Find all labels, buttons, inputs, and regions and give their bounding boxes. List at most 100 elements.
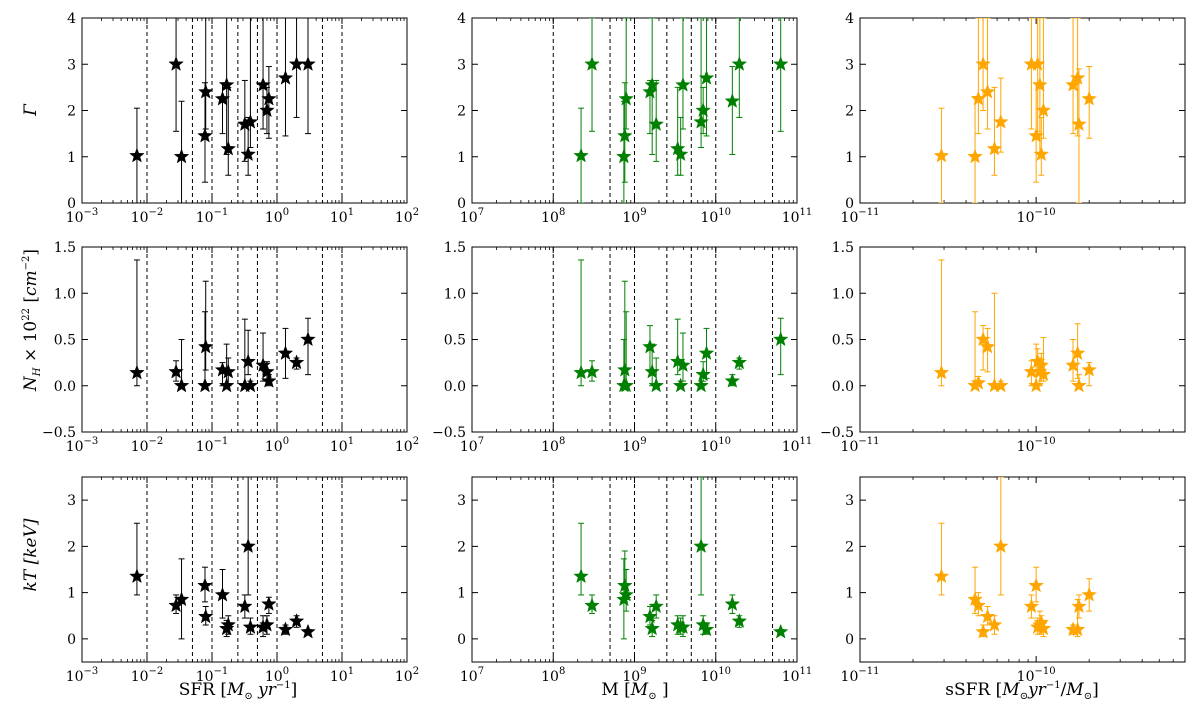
y-tick-label: 1 (845, 586, 854, 602)
y-tick-label: 1 (457, 150, 466, 166)
y-tick-label: 4 (67, 11, 76, 27)
star-marker (975, 623, 991, 639)
x-tick-label: 109 (622, 666, 646, 685)
star-marker (277, 69, 294, 85)
panel-frame (859, 476, 1186, 663)
ylabel-kt: kT [keV] (21, 518, 41, 591)
star-marker (675, 619, 691, 634)
x-tick-label: 1011 (782, 207, 813, 226)
x-tick-label: 10−10 (1017, 666, 1056, 685)
star-marker (979, 83, 996, 99)
points (933, 259, 1097, 393)
x-tick-label: 10−2 (131, 666, 164, 685)
panel-nh-sfr: 10−3 10−2 10−1 100 101 102 −0.5 0.0 0.5 1.0 1.5 (42, 240, 419, 455)
star-marker (1071, 377, 1087, 393)
star-marker (618, 586, 634, 602)
panel-gamma-sfr: 10−3 10−2 10−1 100 101 102 0 1 2 3 4 (66, 11, 419, 226)
y-tick-label: 0 (67, 632, 76, 648)
y-tick-label: 0.0 (832, 379, 854, 395)
star-marker (986, 616, 1003, 632)
star-marker (300, 331, 316, 347)
star-marker (731, 354, 748, 370)
star-marker (129, 364, 145, 380)
star-marker (970, 597, 987, 613)
star-marker (644, 620, 660, 636)
star-marker (1023, 598, 1040, 614)
x-tick-label: 10−10 (1017, 436, 1056, 455)
y-tick-label: 1.5 (444, 240, 466, 256)
star-marker (1028, 577, 1044, 593)
panel-frame (859, 246, 1186, 433)
star-marker (616, 148, 632, 164)
y-tick-label: 0.0 (444, 379, 466, 395)
star-marker (573, 147, 589, 163)
star-marker (1033, 146, 1050, 162)
y-tick-label: 2 (67, 539, 76, 555)
star-marker (772, 56, 789, 71)
star-marker (1032, 76, 1048, 92)
y-tick-label: 1.0 (54, 286, 76, 302)
xlabel-ssfr: sSFR [M⊙yr−1/M⊙] (945, 680, 1099, 702)
panel-kt-sfr: 10−3 10−2 10−1 100 101 102 0 1 2 3 (66, 476, 419, 685)
y-tick-label: 2 (457, 539, 466, 555)
star-marker (1035, 102, 1052, 118)
star-marker (979, 338, 996, 354)
x-tick-label: 1011 (782, 666, 813, 685)
star-marker (648, 116, 665, 132)
star-marker (731, 56, 748, 71)
star-marker (197, 127, 213, 143)
points (933, 18, 1097, 203)
star-marker (173, 377, 190, 393)
y-tick-label: 0 (845, 196, 854, 212)
y-tick-label: 0 (845, 632, 854, 648)
star-marker (698, 69, 715, 85)
panel-kt-mass: 107 108 109 1010 1011 0 1 2 3 (457, 476, 813, 685)
y-tick-label: 4 (845, 11, 854, 27)
star-marker (724, 595, 741, 611)
x-tick-label: 100 (265, 666, 289, 685)
x-tick-label: 1010 (700, 436, 731, 455)
y-tick-label: 1.5 (832, 240, 854, 256)
star-marker (698, 621, 715, 637)
x-tick-label: 101 (330, 207, 354, 226)
star-marker (168, 56, 184, 71)
panel-nh-ssfr: 10−11 10−10 −0.5 0.0 0.5 1.0 1.5 (820, 240, 1186, 455)
star-marker (648, 377, 665, 393)
panel-kt-ssfr: 10−11 10−10 0 1 2 3 (841, 476, 1186, 685)
star-marker (1069, 345, 1086, 361)
y-tick-label: 0.5 (832, 333, 854, 349)
star-marker (1071, 598, 1087, 614)
star-marker (617, 127, 633, 143)
y-tick-label: 3 (457, 493, 466, 509)
star-marker (255, 357, 271, 373)
y-tick-label: 2 (845, 539, 854, 555)
x-tick-label: 108 (541, 207, 565, 226)
star-marker (967, 148, 983, 164)
x-tick-label: 10−2 (131, 207, 164, 226)
x-tick-label: 102 (395, 207, 419, 226)
y-tick-label: 0 (457, 632, 466, 648)
y-tick-label: 4 (457, 11, 466, 27)
y-tick-label: 1 (457, 586, 466, 602)
y-tick-label: 1.0 (444, 286, 466, 302)
x-tick-label: 109 (622, 436, 646, 455)
star-marker (240, 353, 256, 369)
star-marker (288, 613, 305, 628)
star-marker (617, 577, 633, 593)
star-marker (173, 591, 190, 607)
star-marker (772, 331, 789, 347)
star-marker (772, 623, 789, 639)
x-tick-label: 100 (265, 436, 289, 455)
panel-nh-mass: 107 108 109 1010 1011 −0.5 0.0 0.5 1.0 1.5 (432, 240, 812, 455)
y-tick-label: 2 (67, 104, 76, 120)
star-marker (259, 616, 275, 632)
y-tick-label: −0.5 (432, 425, 466, 441)
star-marker (992, 377, 1009, 393)
y-tick-label: 0 (67, 196, 76, 212)
star-marker (979, 608, 996, 624)
star-marker (933, 568, 950, 584)
y-tick-label: −0.5 (820, 425, 854, 441)
star-marker (644, 76, 660, 92)
star-marker (967, 591, 983, 607)
